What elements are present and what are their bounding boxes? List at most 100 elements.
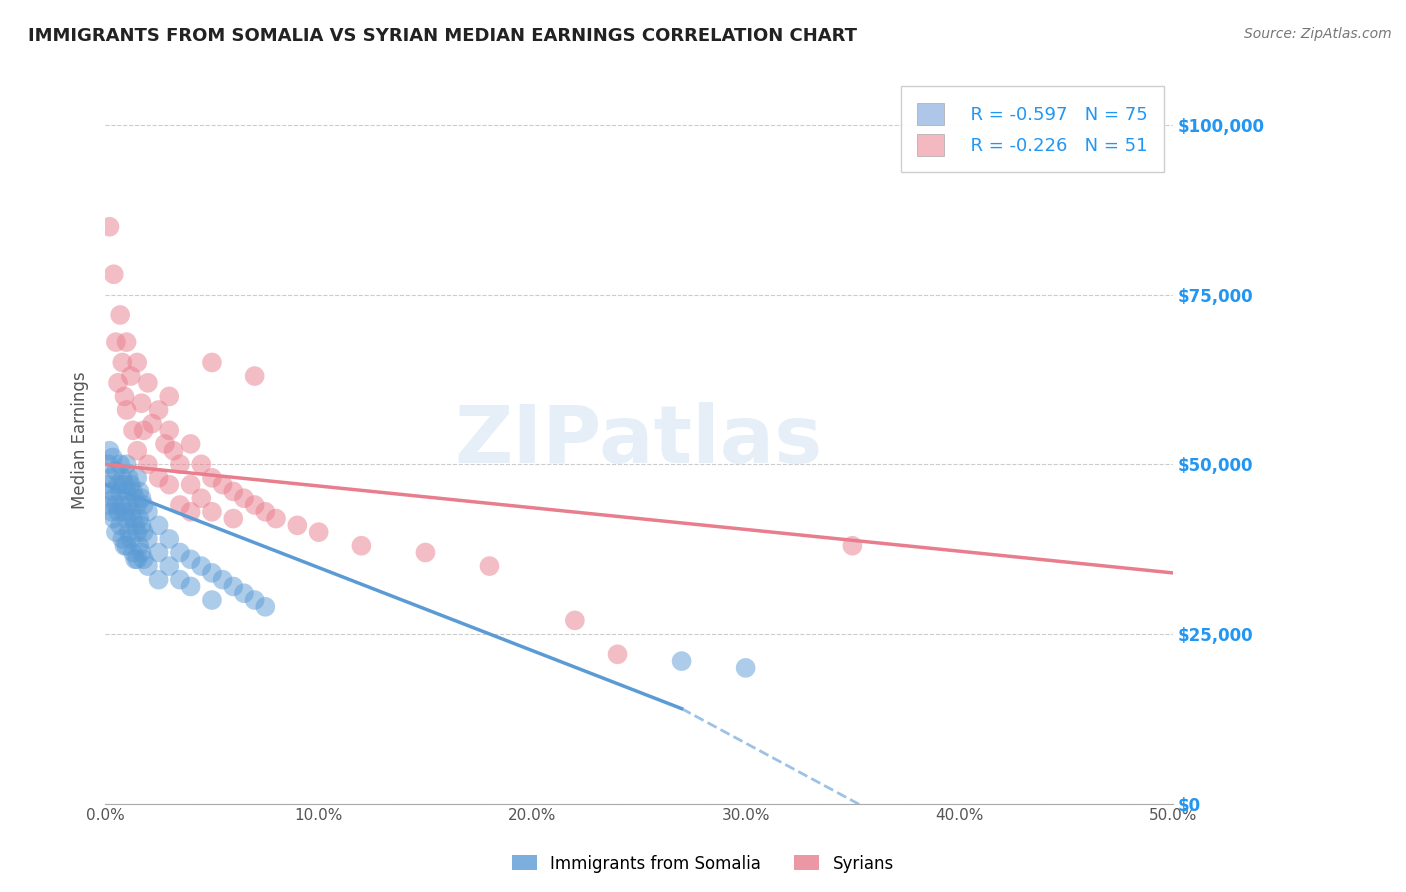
Point xyxy=(103,491,125,506)
Point xyxy=(96,477,118,491)
Point xyxy=(122,423,145,437)
Point xyxy=(124,518,146,533)
Point xyxy=(104,525,127,540)
Point xyxy=(124,491,146,506)
Point xyxy=(100,484,122,499)
Point xyxy=(180,579,202,593)
Point xyxy=(734,661,756,675)
Point xyxy=(132,498,155,512)
Point xyxy=(118,525,141,540)
Point xyxy=(120,532,142,546)
Point xyxy=(115,403,138,417)
Point xyxy=(128,539,150,553)
Point xyxy=(131,396,153,410)
Point xyxy=(131,518,153,533)
Point xyxy=(222,484,245,499)
Point xyxy=(107,505,129,519)
Point xyxy=(108,457,131,471)
Point xyxy=(127,443,149,458)
Point xyxy=(98,443,121,458)
Point xyxy=(120,477,142,491)
Point xyxy=(127,355,149,369)
Point xyxy=(111,355,134,369)
Point xyxy=(350,539,373,553)
Point xyxy=(128,484,150,499)
Point xyxy=(104,335,127,350)
Point xyxy=(148,518,170,533)
Point xyxy=(201,593,224,607)
Point xyxy=(132,525,155,540)
Point xyxy=(107,477,129,491)
Point xyxy=(169,545,191,559)
Point xyxy=(153,437,176,451)
Point xyxy=(180,552,202,566)
Point xyxy=(308,525,330,540)
Point xyxy=(564,613,586,627)
Point xyxy=(211,573,233,587)
Point xyxy=(233,586,256,600)
Point xyxy=(97,457,120,471)
Point xyxy=(115,539,138,553)
Point xyxy=(157,559,180,574)
Point xyxy=(606,648,628,662)
Point xyxy=(841,539,863,553)
Point xyxy=(127,552,149,566)
Point xyxy=(415,545,437,559)
Point xyxy=(478,559,501,574)
Point xyxy=(169,498,191,512)
Point xyxy=(120,369,142,384)
Point xyxy=(108,484,131,499)
Point xyxy=(180,477,202,491)
Point xyxy=(108,518,131,533)
Point xyxy=(254,505,277,519)
Point xyxy=(222,579,245,593)
Point xyxy=(233,491,256,506)
Point xyxy=(157,423,180,437)
Point xyxy=(169,457,191,471)
Point xyxy=(148,403,170,417)
Point xyxy=(98,219,121,234)
Text: Source: ZipAtlas.com: Source: ZipAtlas.com xyxy=(1244,27,1392,41)
Point xyxy=(98,498,121,512)
Text: ZIPatlas: ZIPatlas xyxy=(454,401,823,480)
Point xyxy=(243,593,266,607)
Point xyxy=(190,559,212,574)
Point xyxy=(136,457,159,471)
Y-axis label: Median Earnings: Median Earnings xyxy=(72,372,89,509)
Point xyxy=(148,573,170,587)
Point xyxy=(222,511,245,525)
Point xyxy=(127,471,149,485)
Point xyxy=(201,505,224,519)
Point xyxy=(100,505,122,519)
Point xyxy=(136,376,159,390)
Point xyxy=(115,484,138,499)
Point xyxy=(211,477,233,491)
Point xyxy=(122,511,145,525)
Point xyxy=(162,443,184,458)
Point xyxy=(104,464,127,478)
Point xyxy=(131,491,153,506)
Legend:   R = -0.597   N = 75,   R = -0.226   N = 51: R = -0.597 N = 75, R = -0.226 N = 51 xyxy=(901,87,1164,172)
Point xyxy=(169,573,191,587)
Point xyxy=(111,532,134,546)
Point xyxy=(122,484,145,499)
Point xyxy=(111,471,134,485)
Point xyxy=(136,505,159,519)
Point xyxy=(132,552,155,566)
Point xyxy=(243,369,266,384)
Point xyxy=(115,335,138,350)
Point xyxy=(112,389,135,403)
Point xyxy=(148,545,170,559)
Point xyxy=(180,505,202,519)
Point xyxy=(201,471,224,485)
Point xyxy=(201,355,224,369)
Point xyxy=(141,417,163,431)
Point xyxy=(254,599,277,614)
Point xyxy=(148,471,170,485)
Point xyxy=(136,559,159,574)
Point xyxy=(101,450,124,465)
Point xyxy=(120,505,142,519)
Point xyxy=(112,505,135,519)
Point xyxy=(124,552,146,566)
Point xyxy=(180,437,202,451)
